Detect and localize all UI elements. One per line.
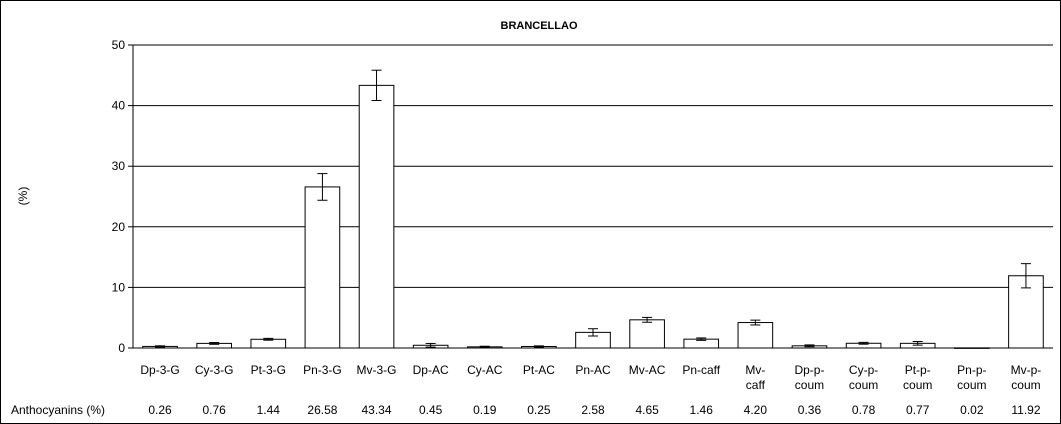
table-value: 0.45 xyxy=(419,403,443,417)
x-tick-label: Mv-p- xyxy=(1011,363,1042,377)
category-labels: Dp-3-G Cy-3-G Pt-3-G Pn-3-G Mv-3-G Dp-AC Cy-AC… xyxy=(140,363,1041,392)
x-tick-label: Dp-3-G xyxy=(140,363,179,377)
table-value: 4.65 xyxy=(635,403,659,417)
x-tick-label: coum xyxy=(1011,378,1040,392)
grid-lines xyxy=(133,44,1053,288)
x-tick-label: Cy-AC xyxy=(467,363,503,377)
table-values: 0.26 0.76 1.44 26.58 43.34 0.45 0.19 0.25 2.58 4.… xyxy=(148,403,1040,417)
table-value: 43.34 xyxy=(362,403,392,417)
x-tick-label: Pt-p- xyxy=(905,363,931,377)
x-tick-label: Cy-p- xyxy=(849,363,878,377)
x-tick-label: coum xyxy=(849,378,878,392)
x-tick-label: caff xyxy=(746,378,766,392)
x-tick-label: Pn-AC xyxy=(575,363,611,377)
bar xyxy=(629,319,665,349)
x-tick-label: Pn-caff xyxy=(682,363,720,377)
table-value: 11.92 xyxy=(1011,403,1040,417)
x-tick-label: Dp-AC xyxy=(413,363,449,377)
x-tick-label: Mv-3-G xyxy=(357,363,397,377)
y-tick-label: 40 xyxy=(112,99,126,113)
bar xyxy=(358,84,395,349)
x-tick-label: Pn-p- xyxy=(957,363,986,377)
x-tick-label: coum xyxy=(903,378,932,392)
bar xyxy=(737,322,774,349)
table-value: 0.25 xyxy=(527,403,551,417)
y-tick-label: 0 xyxy=(118,341,125,355)
x-tick-label: Pt-AC xyxy=(523,363,555,377)
y-tick-label: 50 xyxy=(112,38,126,52)
table-row-label: Anthocyanins (%) xyxy=(11,403,105,417)
table-value: 2.58 xyxy=(581,403,605,417)
x-tick-label: Mv- xyxy=(745,363,765,377)
table-value: 0.36 xyxy=(798,403,822,417)
y-tick-labels: 0 10 20 30 40 50 xyxy=(112,38,126,355)
chart-title: BRANCELLAO xyxy=(501,20,578,32)
axes xyxy=(128,44,1053,349)
table-value: 26.58 xyxy=(307,403,337,417)
x-tick-label: Pn-3-G xyxy=(303,363,342,377)
table-value: 0.78 xyxy=(852,403,876,417)
bar xyxy=(304,186,341,349)
x-tick-label: Cy-3-G xyxy=(195,363,234,377)
y-axis-label: (%) xyxy=(16,187,30,206)
table-value: 4.20 xyxy=(744,403,768,417)
bars xyxy=(142,69,1044,349)
x-tick-label: Pt-3-G xyxy=(251,363,286,377)
x-tick-label: coum xyxy=(957,378,986,392)
table-value: 0.19 xyxy=(473,403,497,417)
table-value: 1.44 xyxy=(257,403,281,417)
table-value: 0.77 xyxy=(906,403,930,417)
table-value: 0.26 xyxy=(148,403,172,417)
table-value: 0.02 xyxy=(960,403,984,417)
table-value: 0.76 xyxy=(202,403,226,417)
x-tick-label: coum xyxy=(795,378,824,392)
x-tick-label: Dp-p- xyxy=(794,363,824,377)
y-tick-label: 30 xyxy=(112,159,126,173)
y-tick-label: 10 xyxy=(112,280,126,294)
table-value: 1.46 xyxy=(690,403,714,417)
x-tick-label: Mv-AC xyxy=(629,363,666,377)
y-tick-label: 20 xyxy=(112,220,126,234)
